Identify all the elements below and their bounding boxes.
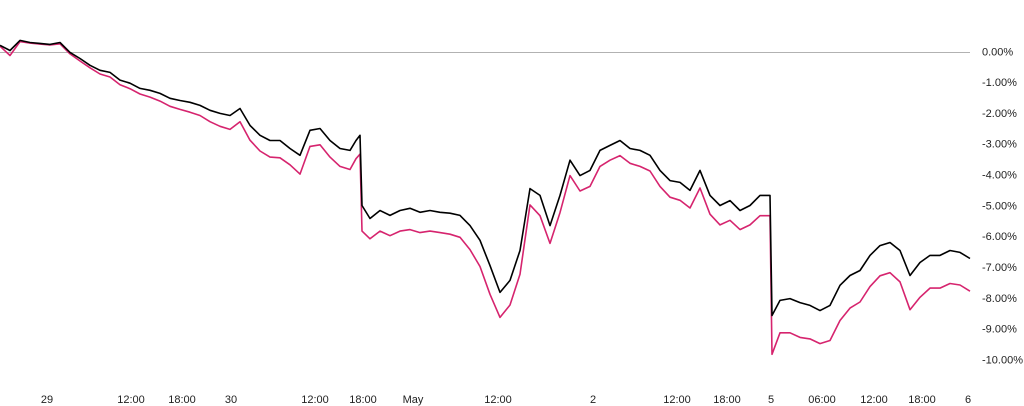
series-line (0, 39, 971, 317)
y-tick-label: -1.00% (982, 77, 1017, 89)
x-tick-label: 6 (965, 394, 971, 406)
y-tick-label: -4.00% (982, 170, 1017, 182)
x-tick-label: 12:00 (663, 394, 691, 406)
y-tick-label: -2.00% (982, 108, 1017, 120)
y-tick-label: -8.00% (982, 293, 1017, 305)
x-tick-label: 12:00 (301, 394, 329, 406)
x-tick-label: 18:00 (908, 394, 936, 406)
x-tick-label: 12:00 (117, 394, 145, 406)
x-tick-label: 2 (590, 394, 596, 406)
y-tick-label: -5.00% (982, 200, 1017, 212)
series-line (0, 40, 971, 356)
y-tick-label: -6.00% (982, 231, 1017, 243)
y-tick-label: -7.00% (982, 262, 1017, 274)
x-tick-label: 30 (225, 394, 237, 406)
x-tick-label: 29 (41, 394, 53, 406)
x-tick-label: 06:00 (808, 394, 836, 406)
y-tick-label: -3.00% (982, 139, 1017, 151)
x-tick-label: 18:00 (168, 394, 196, 406)
x-tick-label: 5 (768, 394, 774, 406)
x-tick-label: May (403, 394, 424, 406)
y-tick-label: 0.00% (982, 46, 1013, 58)
y-tick-label: -9.00% (982, 324, 1017, 336)
y-tick-label: -10.00% (982, 354, 1023, 366)
x-tick-label: 18:00 (713, 394, 741, 406)
x-tick-label: 12:00 (860, 394, 888, 406)
x-tick-label: 12:00 (484, 394, 512, 406)
x-tick-label: 18:00 (349, 394, 377, 406)
